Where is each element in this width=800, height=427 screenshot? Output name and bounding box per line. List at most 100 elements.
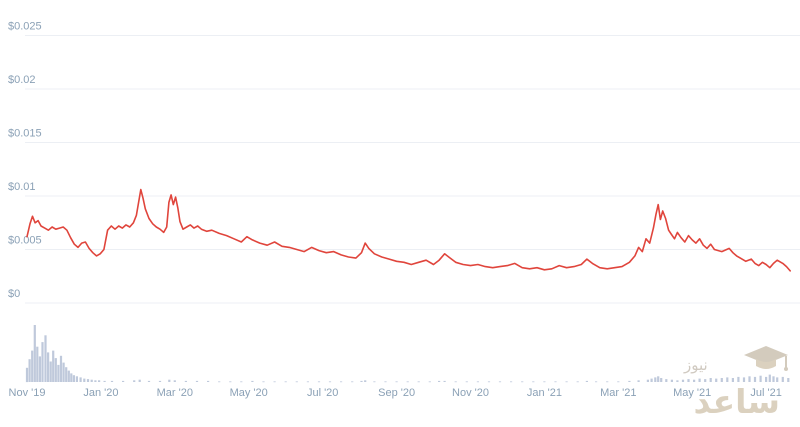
price-line (26, 188, 792, 272)
volume-bar (54, 358, 57, 382)
volume-bar (543, 381, 546, 383)
volume-bar (184, 380, 187, 382)
volume-bar (295, 381, 298, 383)
volume-bar (565, 381, 568, 383)
x-tick-label: Nov '19 (9, 387, 46, 399)
volume-bar (373, 381, 376, 383)
volume-bar (218, 381, 221, 383)
volume-bar (742, 377, 746, 382)
volume-bar (704, 379, 707, 382)
volume-bar (657, 376, 660, 382)
volume-bar (158, 380, 162, 382)
volume-bar (284, 381, 287, 383)
volume-bar (487, 381, 491, 383)
volume-bar (67, 370, 70, 382)
volume-bar (637, 380, 640, 382)
volume-bar (715, 378, 718, 382)
x-tick-label: Nov '20 (452, 387, 489, 399)
volume-bar (273, 381, 276, 383)
volume-bar (240, 381, 243, 383)
volume-bar (328, 381, 332, 383)
volume-bar (62, 362, 65, 382)
volume-bar (737, 376, 740, 382)
volume-bar (94, 380, 97, 382)
volume-bar (654, 377, 657, 382)
volume-bar (90, 379, 93, 382)
volume-bar (660, 378, 663, 382)
volume-bar (454, 381, 457, 383)
x-tick-label: May '20 (230, 387, 268, 399)
volume-bar (731, 378, 734, 382)
volume-bar (103, 380, 106, 382)
volume-bar (57, 364, 60, 382)
volume-bar (25, 367, 29, 383)
volume-bar (384, 381, 387, 383)
volume-bar (670, 379, 673, 382)
y-tick-label: $0.02 (8, 74, 36, 86)
volume-bar (317, 381, 321, 383)
volume-bar (49, 361, 52, 382)
volume-bar (476, 381, 479, 383)
volume-bar (759, 375, 762, 382)
volume-bar (83, 378, 86, 382)
volume-bar (229, 381, 232, 383)
volume-bar (438, 380, 441, 382)
volume-bar (122, 380, 125, 382)
volume-bar (173, 380, 176, 382)
volume-bar (168, 379, 171, 382)
volume-bar (765, 376, 768, 382)
volume-bar (693, 379, 696, 382)
volume-bar (698, 378, 701, 382)
x-tick-label: Mar '21 (600, 387, 636, 399)
volume-bar (554, 381, 557, 383)
volume-bar (33, 325, 36, 382)
volume-bar (443, 380, 446, 382)
volume-bar (75, 376, 78, 382)
x-tick-label: May '21 (673, 387, 711, 399)
x-tick-label: Jul '21 (750, 387, 781, 399)
volume-bar (576, 381, 579, 383)
volume-bar (521, 381, 524, 383)
volume-bar (147, 380, 151, 382)
volume-bar (133, 380, 136, 382)
x-tick-label: Mar '20 (157, 387, 193, 399)
x-tick-label: Jan '20 (83, 387, 118, 399)
volume-bar (306, 381, 309, 383)
volume-bar (110, 380, 114, 382)
volume-bar (687, 379, 690, 382)
volume-bar (138, 379, 141, 382)
volume-bar (646, 379, 649, 382)
volume-bar (364, 380, 367, 382)
volume-bar (781, 376, 784, 382)
volume-bar (676, 380, 679, 382)
volume-bar (251, 380, 254, 382)
volume-bar (465, 381, 468, 383)
x-tick-label: Jul '20 (307, 387, 338, 399)
volume-bar (41, 342, 44, 382)
y-tick-label: $0.005 (8, 235, 42, 247)
volume-bar (28, 359, 31, 382)
volume-bar (428, 381, 431, 383)
volume-bar (31, 350, 34, 382)
volume-bar (207, 380, 210, 382)
volume-bar (395, 381, 398, 383)
y-tick-label: $0 (8, 288, 20, 300)
volume-bar (772, 376, 775, 382)
volume-bar (38, 356, 41, 382)
volume-bar (79, 377, 82, 382)
volume-bar (650, 378, 653, 382)
volume-bar (720, 378, 723, 382)
y-tick-label: $0.015 (8, 128, 42, 140)
volume-bar (44, 335, 47, 382)
y-tick-label: $0.01 (8, 181, 36, 193)
volume-bar (195, 380, 199, 382)
volume-bar (52, 350, 55, 382)
x-tick-label: Sep '20 (378, 387, 415, 399)
volume-bar (628, 380, 631, 382)
volume-bar (510, 381, 513, 383)
volume-bar (340, 381, 343, 383)
volume-bar (360, 380, 363, 382)
volume-bar (606, 381, 609, 383)
